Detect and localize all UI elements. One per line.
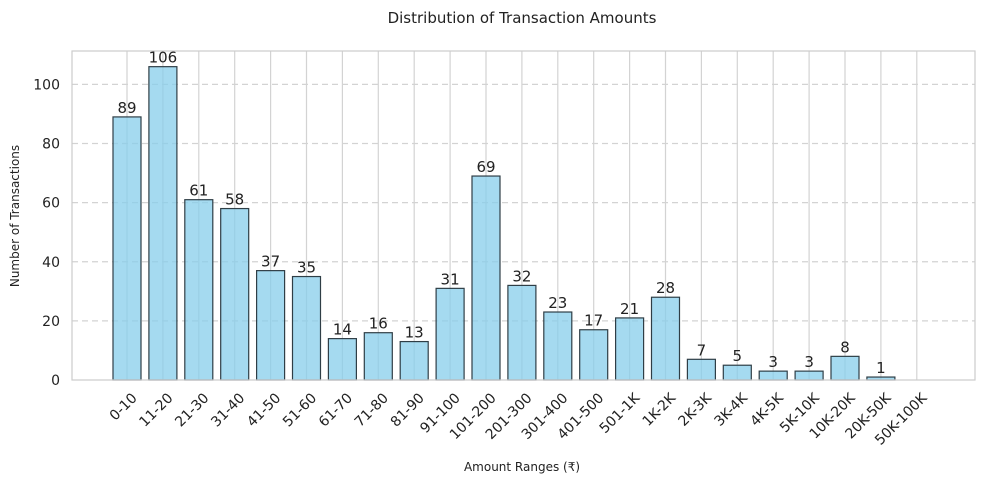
bar-value-label: 16 [369,315,388,333]
bar [148,66,178,381]
bar-value-label: 17 [584,312,603,330]
bars [112,66,896,381]
bar-value-label: 37 [261,253,280,271]
bar [722,364,752,381]
x-tick-label: 501-1K [597,390,644,437]
bar-value-label: 23 [548,294,567,312]
bar-value-label: 3 [768,353,778,371]
bar-value-label: 28 [656,279,675,297]
y-tick-label: 60 [42,196,60,212]
bar [220,207,250,381]
bar [686,358,717,381]
bar-value-label: 69 [476,158,495,176]
bar-value-label: 7 [697,341,707,359]
bar [507,284,537,381]
chart-title: Distribution of Transaction Amounts [388,9,657,27]
bar [363,332,393,381]
bar [435,287,465,381]
x-tick-label: 2K-3K [676,390,716,430]
bar [399,340,429,381]
bar-value-label: 32 [512,267,531,285]
x-tick-label: 31-40 [208,390,248,430]
bar [471,175,501,381]
bar-value-label: 89 [117,99,136,117]
bar [291,275,322,381]
bar [184,199,214,381]
y-tick-label: 40 [42,255,60,271]
bar-value-label: 3 [804,353,814,371]
x-tick-label: 41-50 [244,390,284,430]
bar-value-label: 1 [876,359,886,377]
grid-lines [72,51,975,380]
x-axis-ticks: 0-1011-2021-3031-4041-5051-6061-7071-808… [107,390,931,449]
bar [579,329,609,381]
y-tick-label: 100 [33,77,60,93]
bar [327,338,357,381]
y-axis-ticks: 0 20 40 60 80 100 [33,77,60,389]
bar-value-label: 106 [149,49,178,67]
bar-value-label: 13 [405,324,424,342]
bar [256,270,286,381]
bar [758,370,788,381]
x-tick-label: 3K-4K [711,390,751,430]
bar [650,296,681,381]
bar-value-label: 35 [297,259,316,277]
bar-value-label: 58 [225,191,244,209]
y-axis-label: Number of Transactions [8,145,22,287]
bar-value-label: 14 [333,321,352,339]
x-axis-label: Amount Ranges (₹) [464,460,580,474]
x-tick-label: 71-80 [352,390,392,430]
plot-area-frame [71,50,976,381]
bar [794,370,824,381]
bar [112,116,142,381]
x-tick-label: 1K-2K [640,390,680,430]
bar [543,311,573,381]
x-tick-label: 11-20 [136,390,176,430]
bar-value-label: 5 [733,347,743,365]
y-tick-label: 20 [42,314,60,330]
bar [830,355,860,381]
x-tick-label: 51-60 [280,390,320,430]
y-tick-label: 0 [51,373,60,389]
bar [614,317,645,381]
x-tick-label: 61-70 [316,390,356,430]
x-tick-label: 21-30 [172,390,212,430]
bar-value-labels: 89 106 61 58 37 35 14 16 13 31 69 32 23 17 21 28 7 5 3 3 8 1 [117,49,885,377]
bar-value-label: 61 [189,182,208,200]
bar-value-label: 21 [620,300,639,318]
y-tick-label: 80 [42,137,60,153]
bar-value-label: 8 [840,338,850,356]
bar-value-label: 31 [441,270,460,288]
